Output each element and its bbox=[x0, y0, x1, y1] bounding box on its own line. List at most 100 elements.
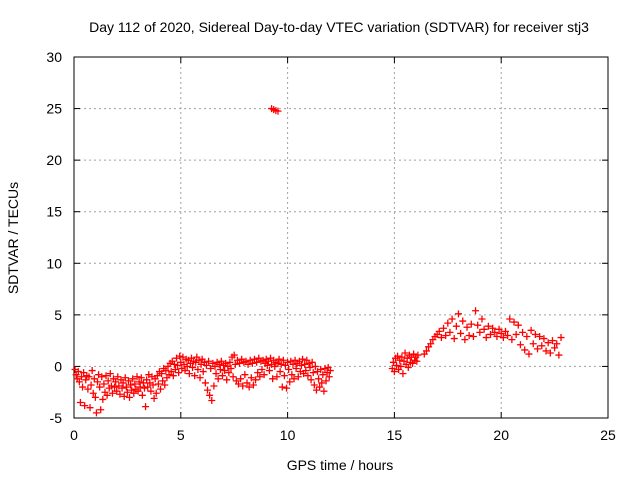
data-point bbox=[79, 383, 87, 391]
data-point bbox=[211, 362, 219, 370]
data-point bbox=[129, 375, 137, 383]
data-point bbox=[551, 344, 559, 352]
data-point bbox=[274, 107, 282, 115]
data-point bbox=[394, 352, 402, 360]
data-point bbox=[531, 330, 539, 338]
data-point bbox=[461, 336, 469, 344]
data-point bbox=[90, 375, 98, 383]
data-point bbox=[297, 361, 305, 369]
data-point bbox=[317, 366, 325, 374]
data-point bbox=[207, 364, 215, 372]
data-point bbox=[189, 363, 197, 371]
data-point bbox=[153, 372, 161, 380]
data-point bbox=[521, 346, 529, 354]
data-point bbox=[134, 387, 142, 395]
data-point bbox=[516, 341, 524, 349]
x-tick-label: 5 bbox=[177, 427, 185, 443]
data-point bbox=[82, 376, 90, 384]
data-point bbox=[440, 324, 448, 332]
data-point bbox=[123, 388, 131, 396]
data-point bbox=[312, 386, 320, 394]
data-point bbox=[205, 357, 213, 365]
y-tick-label: 20 bbox=[46, 152, 62, 168]
data-points bbox=[71, 105, 565, 417]
data-point bbox=[122, 383, 130, 391]
data-point bbox=[512, 330, 520, 338]
data-point bbox=[315, 375, 323, 383]
data-point bbox=[245, 383, 253, 391]
data-point bbox=[480, 325, 488, 333]
data-point bbox=[225, 369, 233, 377]
plot-frame bbox=[73, 56, 609, 419]
data-point bbox=[171, 366, 179, 374]
data-point bbox=[510, 318, 518, 326]
data-point bbox=[195, 356, 203, 364]
data-point bbox=[276, 368, 284, 376]
data-point bbox=[126, 393, 134, 401]
data-point bbox=[98, 373, 106, 381]
data-point bbox=[321, 364, 329, 372]
data-point bbox=[450, 335, 458, 343]
data-point bbox=[404, 363, 412, 371]
data-point bbox=[269, 375, 277, 383]
data-point bbox=[401, 349, 409, 357]
data-point bbox=[206, 391, 214, 399]
data-point bbox=[263, 361, 271, 369]
data-point bbox=[133, 373, 141, 381]
data-point bbox=[285, 366, 293, 374]
data-point bbox=[74, 368, 82, 376]
data-point bbox=[161, 381, 169, 389]
data-point bbox=[326, 367, 334, 375]
data-point bbox=[92, 409, 100, 417]
x-tick-label: 20 bbox=[493, 427, 509, 443]
data-point bbox=[299, 355, 307, 363]
data-point bbox=[414, 351, 422, 359]
data-point bbox=[273, 373, 281, 381]
data-point bbox=[106, 370, 114, 378]
data-point bbox=[286, 378, 294, 386]
data-point bbox=[444, 319, 452, 327]
data-point bbox=[144, 383, 152, 391]
data-point bbox=[448, 315, 456, 323]
data-point bbox=[553, 340, 561, 348]
data-point bbox=[557, 334, 565, 342]
data-point bbox=[89, 389, 97, 397]
data-point bbox=[501, 327, 509, 335]
data-point bbox=[493, 333, 501, 341]
data-point bbox=[84, 385, 92, 393]
data-point bbox=[478, 315, 486, 323]
data-point bbox=[489, 324, 497, 332]
data-point bbox=[305, 359, 313, 367]
data-point bbox=[253, 358, 261, 366]
data-point bbox=[540, 335, 548, 343]
data-point bbox=[159, 377, 167, 385]
data-point bbox=[108, 389, 116, 397]
data-point bbox=[227, 364, 235, 372]
data-point bbox=[508, 336, 516, 344]
data-point bbox=[542, 347, 550, 355]
data-point bbox=[210, 382, 218, 390]
data-point bbox=[504, 331, 512, 339]
data-point bbox=[499, 334, 507, 342]
data-point bbox=[239, 382, 247, 390]
data-point bbox=[116, 390, 124, 398]
data-point bbox=[194, 366, 202, 374]
data-point bbox=[289, 360, 297, 368]
data-point bbox=[454, 310, 462, 318]
data-point bbox=[96, 383, 104, 391]
data-point bbox=[555, 351, 563, 359]
data-point bbox=[279, 356, 287, 364]
data-point bbox=[280, 372, 288, 380]
y-axis-label: SDTVAR / TECUs bbox=[5, 182, 21, 294]
data-point bbox=[174, 361, 182, 369]
data-point bbox=[427, 340, 435, 348]
x-tick-label: 25 bbox=[600, 427, 616, 443]
chart-title: Day 112 of 2020, Sidereal Day-to-day VTE… bbox=[89, 19, 589, 35]
data-point bbox=[491, 328, 499, 336]
data-point bbox=[175, 369, 183, 377]
data-point bbox=[100, 380, 108, 388]
data-point bbox=[247, 374, 255, 382]
data-point bbox=[137, 374, 145, 382]
data-point bbox=[446, 328, 454, 336]
data-point bbox=[169, 372, 177, 380]
